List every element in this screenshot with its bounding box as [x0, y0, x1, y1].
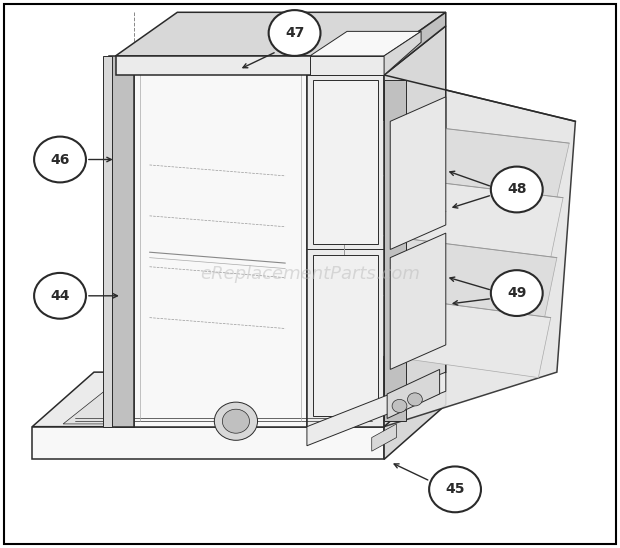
- Text: 44: 44: [50, 289, 70, 303]
- Polygon shape: [307, 75, 384, 427]
- Polygon shape: [384, 296, 551, 378]
- Text: 47: 47: [285, 26, 304, 40]
- Text: 48: 48: [507, 182, 526, 197]
- Polygon shape: [115, 56, 134, 427]
- Polygon shape: [384, 372, 446, 459]
- Polygon shape: [372, 424, 396, 451]
- Circle shape: [491, 270, 542, 316]
- Polygon shape: [310, 56, 384, 75]
- Polygon shape: [104, 56, 112, 427]
- Polygon shape: [384, 236, 557, 318]
- Polygon shape: [390, 97, 446, 249]
- Polygon shape: [115, 12, 446, 56]
- Text: eReplacementParts.com: eReplacementParts.com: [200, 265, 420, 283]
- Polygon shape: [115, 56, 384, 75]
- Polygon shape: [63, 375, 421, 424]
- Polygon shape: [387, 369, 440, 419]
- Polygon shape: [109, 56, 134, 427]
- Polygon shape: [390, 233, 446, 369]
- Circle shape: [268, 10, 321, 56]
- Polygon shape: [384, 26, 446, 427]
- Polygon shape: [310, 31, 421, 56]
- Polygon shape: [384, 121, 569, 198]
- Text: 45: 45: [445, 482, 465, 496]
- Circle shape: [429, 466, 481, 512]
- Circle shape: [34, 136, 86, 182]
- Polygon shape: [384, 31, 421, 75]
- Circle shape: [223, 409, 249, 433]
- Polygon shape: [32, 372, 446, 427]
- Polygon shape: [307, 372, 446, 446]
- Polygon shape: [384, 12, 446, 75]
- Polygon shape: [313, 81, 378, 244]
- Circle shape: [392, 399, 407, 413]
- Polygon shape: [134, 56, 307, 427]
- Circle shape: [34, 273, 86, 319]
- Polygon shape: [384, 176, 563, 258]
- Circle shape: [215, 402, 257, 440]
- Polygon shape: [384, 81, 405, 421]
- Text: 49: 49: [507, 286, 526, 300]
- Polygon shape: [384, 75, 575, 427]
- Circle shape: [491, 167, 542, 213]
- Polygon shape: [313, 255, 378, 416]
- Circle shape: [407, 393, 422, 406]
- Polygon shape: [32, 427, 384, 459]
- Text: 46: 46: [50, 152, 69, 167]
